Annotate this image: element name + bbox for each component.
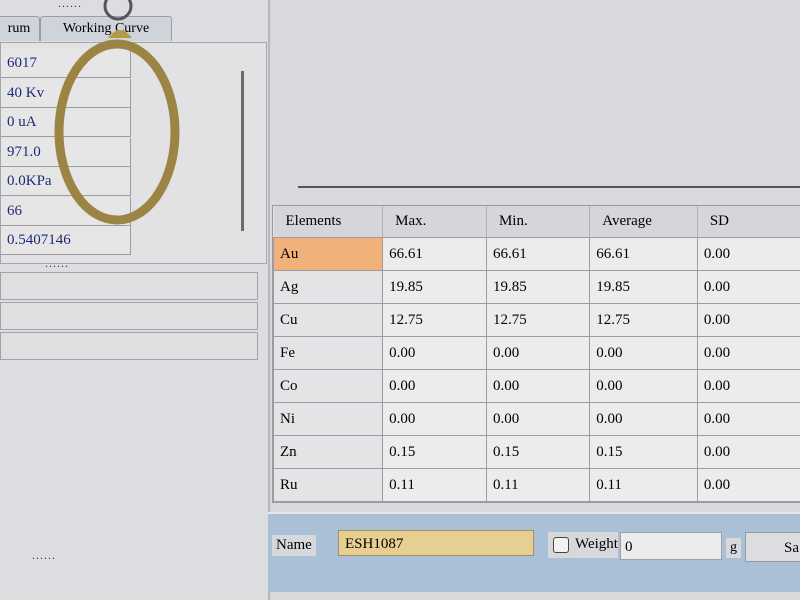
info-value: 0 uA xyxy=(1,108,131,137)
value-cell: 0.00 xyxy=(382,402,487,436)
value-cell: 0.15 xyxy=(485,435,591,469)
element-cell: Au xyxy=(273,237,384,271)
value-cell: 12.75 xyxy=(382,303,487,337)
column-header[interactable]: Min. xyxy=(486,206,591,238)
value-cell: 0.00 xyxy=(696,501,800,502)
name-label: Name xyxy=(272,535,316,556)
value-cell: 66.61 xyxy=(382,237,487,271)
info-value: 0.5407146 xyxy=(1,226,131,255)
table-row[interactable]: Co 0.00 0.00 0.00 0.00 xyxy=(273,369,800,403)
value-cell: 0.00 xyxy=(589,501,698,502)
name-input[interactable]: ESH1087 xyxy=(338,530,534,556)
value-cell: 12.75 xyxy=(589,303,698,337)
value-cell: 0.00 xyxy=(696,435,800,469)
element-cell: Ni xyxy=(273,402,384,436)
column-header[interactable]: Average xyxy=(589,206,698,238)
value-cell: 0.00 xyxy=(696,336,800,370)
results-table: Elements Max. Min. Average SD Au 66.61 66.61 66… xyxy=(272,205,800,503)
value-cell: 0.00 xyxy=(485,369,591,403)
left-panel: ...... rum Working Curve 6017 40 Kv 0 uA 97… xyxy=(0,0,270,600)
value-cell: 0.00 xyxy=(696,402,800,436)
weight-checkbox[interactable] xyxy=(553,537,569,553)
tab-working-curve[interactable]: Working Curve xyxy=(40,16,172,41)
value-cell: 0.00 xyxy=(589,402,698,436)
element-cell: Ru xyxy=(273,468,384,502)
value-cell: 0.00 xyxy=(485,402,591,436)
table-row[interactable]: Cu 12.75 12.75 12.75 0.00 xyxy=(273,303,800,337)
splitter-handle[interactable]: ...... xyxy=(32,548,56,562)
value-cell: 0.00 xyxy=(696,270,800,304)
weight-input[interactable]: 0 xyxy=(620,532,722,560)
pendant-object-icon xyxy=(54,0,180,225)
value-cell: 0.00 xyxy=(696,237,800,271)
element-cell: Zn xyxy=(273,435,384,469)
table-row[interactable]: Fe 0.00 0.00 0.00 0.00 xyxy=(273,336,800,370)
table-row[interactable]: Ag 19.85 19.85 19.85 0.00 xyxy=(273,270,800,304)
splitter-handle[interactable]: ...... xyxy=(45,256,69,270)
empty-row xyxy=(0,302,258,330)
empty-row xyxy=(0,332,258,360)
value-cell: 0.00 xyxy=(382,369,487,403)
table-row[interactable]: Os0.000.000.000.00 xyxy=(273,501,800,502)
value-cell: 0.00 xyxy=(485,336,591,370)
table-row[interactable]: Au 66.61 66.61 66.61 0.00 xyxy=(273,237,800,271)
table-row[interactable]: Ni 0.00 0.00 0.00 0.00 xyxy=(273,402,800,436)
value-cell: 19.85 xyxy=(589,270,698,304)
instrument-info-panel: 6017 40 Kv 0 uA 971.0 0.0KPa 66 0.5407146 xyxy=(0,42,267,264)
value-cell: 0.15 xyxy=(382,435,487,469)
info-value: 66 xyxy=(1,196,131,226)
value-cell: 66.61 xyxy=(589,237,698,271)
value-cell: 19.85 xyxy=(382,270,487,304)
tab-spectrum[interactable]: rum xyxy=(0,16,40,41)
value-cell: 0.00 xyxy=(382,336,487,370)
splitter-handle[interactable]: ...... xyxy=(58,0,82,10)
value-cell: 19.85 xyxy=(485,270,591,304)
empty-row xyxy=(0,272,258,300)
weight-toggle[interactable]: Weight xyxy=(548,532,618,558)
unit-label: g xyxy=(726,538,741,558)
table-row[interactable]: Ru 0.11 0.11 0.11 0.00 xyxy=(273,468,800,502)
element-cell: Cu xyxy=(273,303,384,337)
element-cell: Fe xyxy=(273,336,384,370)
info-value: 6017 xyxy=(1,49,131,78)
value-cell: 0.11 xyxy=(589,468,698,502)
value-cell: 0.15 xyxy=(589,435,698,469)
divider xyxy=(298,186,800,188)
scrollbar[interactable] xyxy=(241,71,244,231)
value-cell: 0.00 xyxy=(589,369,698,403)
element-cell: Co xyxy=(273,369,384,403)
element-cell: Ag xyxy=(273,270,384,304)
value-cell: 0.00 xyxy=(696,468,800,502)
weight-label: Weight xyxy=(575,536,618,552)
column-header[interactable]: Max. xyxy=(382,206,487,238)
column-header[interactable]: Elements xyxy=(273,206,384,238)
value-cell: 0.11 xyxy=(382,468,487,502)
value-cell: 0.00 xyxy=(696,303,800,337)
value-cell: 0.00 xyxy=(485,501,591,502)
table-row[interactable]: Zn 0.15 0.15 0.15 0.00 xyxy=(273,435,800,469)
value-cell: 0.00 xyxy=(589,336,698,370)
value-cell: 0.00 xyxy=(382,501,487,502)
element-cell: Os xyxy=(273,501,384,502)
save-button[interactable]: Sa xyxy=(745,532,800,562)
value-cell: 12.75 xyxy=(485,303,591,337)
value-cell: 0.00 xyxy=(696,369,800,403)
column-header[interactable]: SD xyxy=(697,206,800,238)
value-cell: 66.61 xyxy=(485,237,591,271)
value-cell: 0.11 xyxy=(485,468,591,502)
